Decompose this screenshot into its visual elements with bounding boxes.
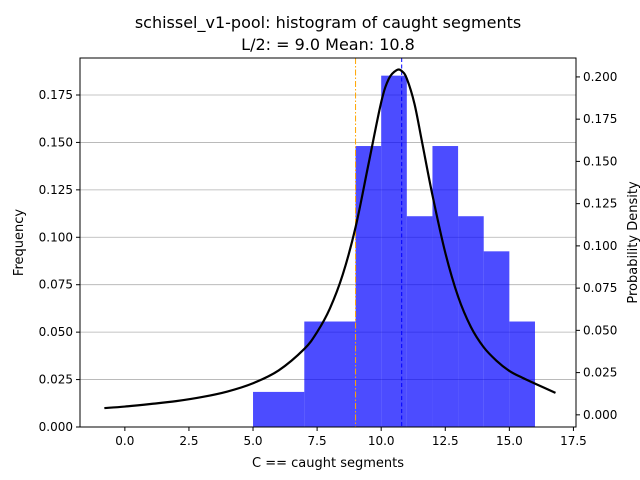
y-left-tick-label: 0.050: [39, 325, 73, 339]
y-left-tick-label: 0.025: [39, 373, 73, 387]
histogram-bar: [483, 251, 510, 427]
histogram-bar: [355, 146, 382, 427]
histogram-bar: [406, 216, 433, 427]
y-right-tick-label: 0.150: [583, 154, 617, 168]
x-tick-label: 0.0: [115, 434, 134, 448]
histogram-bar: [304, 321, 356, 427]
y-right-tick-label: 0.000: [583, 408, 617, 422]
y-left-tick-label: 0.175: [39, 88, 73, 102]
y-right-tick-label: 0.125: [583, 197, 617, 211]
y-right-axis-ticks: 0.000 0.025 0.050 0.075 0.100 0.125 0.150 0.175…: [576, 70, 617, 422]
x-tick-label: 17.5: [560, 434, 587, 448]
y-left-tick-label: 0.150: [39, 135, 73, 149]
x-tick-label: 15.0: [496, 434, 523, 448]
y-left-tick-label: 0.100: [39, 230, 73, 244]
y-right-tick-label: 0.050: [583, 323, 617, 337]
y-left-tick-label: 0.125: [39, 183, 73, 197]
y-right-axis-label: Probability Density: [626, 181, 640, 304]
chart-title: schissel_v1-pool: histogram of caught se…: [135, 13, 521, 33]
y-left-axis-ticks: 0.000 0.025 0.050 0.075 0.100 0.125 0.150 0.175: [39, 88, 80, 434]
x-tick-label: 2.5: [179, 434, 198, 448]
density-curve-layer: [104, 68, 556, 410]
histogram-bar: [458, 216, 484, 427]
reference-lines: [355, 58, 403, 427]
y-right-tick-label: 0.075: [583, 281, 617, 295]
y-right-tick-label: 0.100: [583, 239, 617, 253]
y-left-tick-label: 0.000: [39, 420, 73, 434]
y-right-tick-label: 0.175: [583, 112, 617, 126]
plot-frame: [79, 57, 577, 428]
y-right-tick-label: 0.200: [583, 70, 617, 84]
x-tick-label: 5.0: [243, 434, 262, 448]
y-left-axis-label: Frequency: [12, 209, 27, 276]
y-right-tick-label: 0.025: [583, 366, 617, 380]
histogram-bars: [253, 75, 535, 427]
x-axis-label: C == caught segments: [252, 456, 404, 471]
density-curve: [104, 68, 556, 410]
y-left-tick-label: 0.075: [39, 278, 73, 292]
x-tick-label: 12.5: [432, 434, 459, 448]
x-tick-label: 10.0: [368, 434, 395, 448]
x-tick-label: 7.5: [308, 434, 327, 448]
chart-subtitle: L/2: = 9.0 Mean: 10.8: [241, 35, 415, 54]
histogram-bar: [381, 75, 407, 427]
histogram-bar: [253, 391, 305, 427]
x-axis-ticks: 0.0 2.5 5.0 7.5 10.0 12.5 15.0 17.5: [115, 427, 587, 448]
